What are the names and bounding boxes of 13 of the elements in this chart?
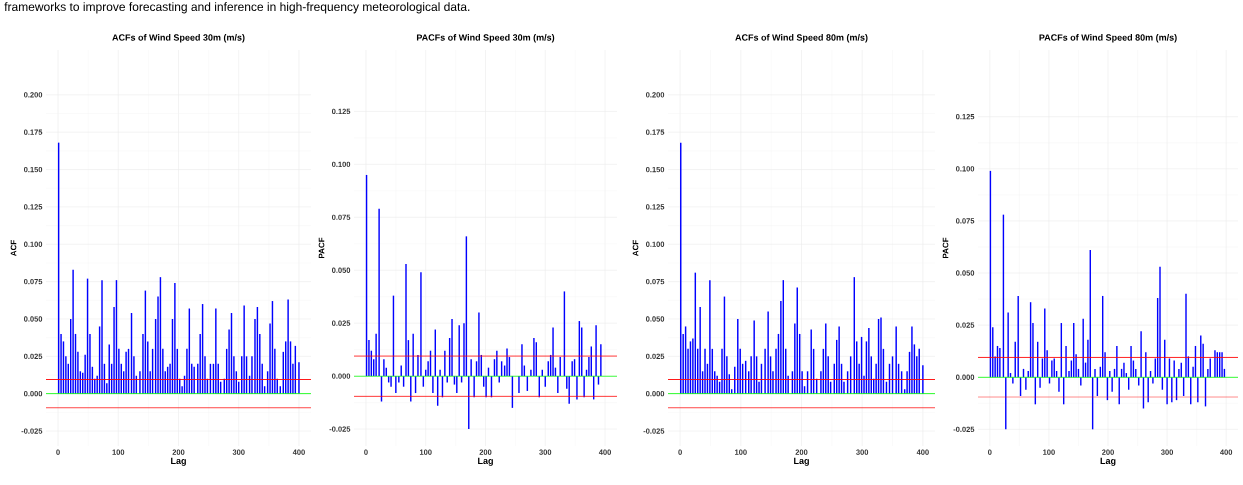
y-axis-title: ACF <box>10 240 17 257</box>
x-axis-title: Lag <box>794 457 809 466</box>
chart-title: ACFs of Wind Speed 80m (m/s) <box>735 34 868 43</box>
x-axis-title: Lag <box>478 457 493 466</box>
chart-title: ACFs of Wind Speed 30m (m/s) <box>112 34 245 43</box>
x-axis-title: Lag <box>1100 457 1116 466</box>
chart-title: PACFs of Wind Speed 80m (m/s) <box>1039 34 1177 43</box>
x-axis-title: Lag <box>171 457 186 466</box>
y-axis-title: ACF <box>632 240 639 257</box>
y-axis-title: PACF <box>942 237 949 259</box>
y-axis-title: PACF <box>318 237 325 259</box>
chart-title: PACFs of Wind Speed 30m (m/s) <box>416 34 555 43</box>
text: frameworks to improve forecasting and inference in high-frequency meteorological data. <box>4 2 470 14</box>
